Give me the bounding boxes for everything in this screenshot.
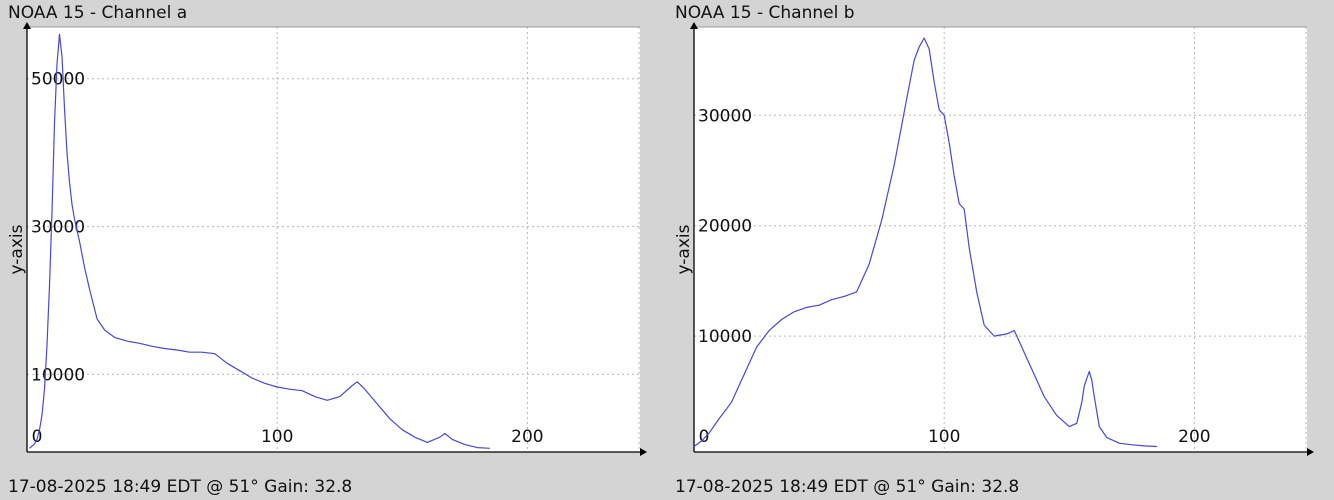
x-tick-label: 0 xyxy=(32,427,43,447)
y-tick-label: 50000 xyxy=(31,70,85,90)
y-axis-arrow xyxy=(690,22,698,29)
x-tick-label: 100 xyxy=(928,427,960,447)
x-tick-label: 100 xyxy=(261,427,293,447)
chart-title: NOAA 15 - Channel b xyxy=(675,3,855,23)
y-axis-label: y-axis xyxy=(674,224,694,274)
y-tick-label: 30000 xyxy=(698,106,752,126)
x-tick-label: 200 xyxy=(511,427,543,447)
y-tick-label: 20000 xyxy=(698,217,752,237)
y-axis-label: y-axis xyxy=(7,224,27,274)
plot-background xyxy=(694,27,1307,452)
x-axis-arrow xyxy=(640,448,647,456)
data-series-line xyxy=(29,33,490,449)
plot-background xyxy=(27,27,640,452)
x-tick-label: 0 xyxy=(699,427,710,447)
plot-area: 0 100 200 10000 30000 50000 y-axis xyxy=(7,22,647,456)
chart-panel-channel-a: NOAA 15 - Channel a 0 100 200 10000 30000 500… xyxy=(7,3,647,497)
chart-title: NOAA 15 - Channel a xyxy=(8,3,188,23)
y-tick-label: 10000 xyxy=(698,327,752,347)
x-tick-label: 200 xyxy=(1178,427,1210,447)
y-tick-label: 10000 xyxy=(31,365,85,385)
chart-footer-status: 17-08-2025 18:49 EDT @ 51° Gain: 32.8 xyxy=(8,477,353,497)
plot-area: 0 100 200 10000 20000 30000 y-axis xyxy=(674,22,1314,456)
y-tick-label: 30000 xyxy=(31,218,85,238)
y-axis-arrow xyxy=(23,22,31,29)
data-series-line xyxy=(693,37,1157,448)
x-axis-arrow xyxy=(1307,448,1314,456)
chart-footer-status: 17-08-2025 18:49 EDT @ 51° Gain: 32.8 xyxy=(675,477,1020,497)
chart-panel-channel-b: NOAA 15 - Channel b 0 100 200 10000 20000 300… xyxy=(667,0,1334,500)
